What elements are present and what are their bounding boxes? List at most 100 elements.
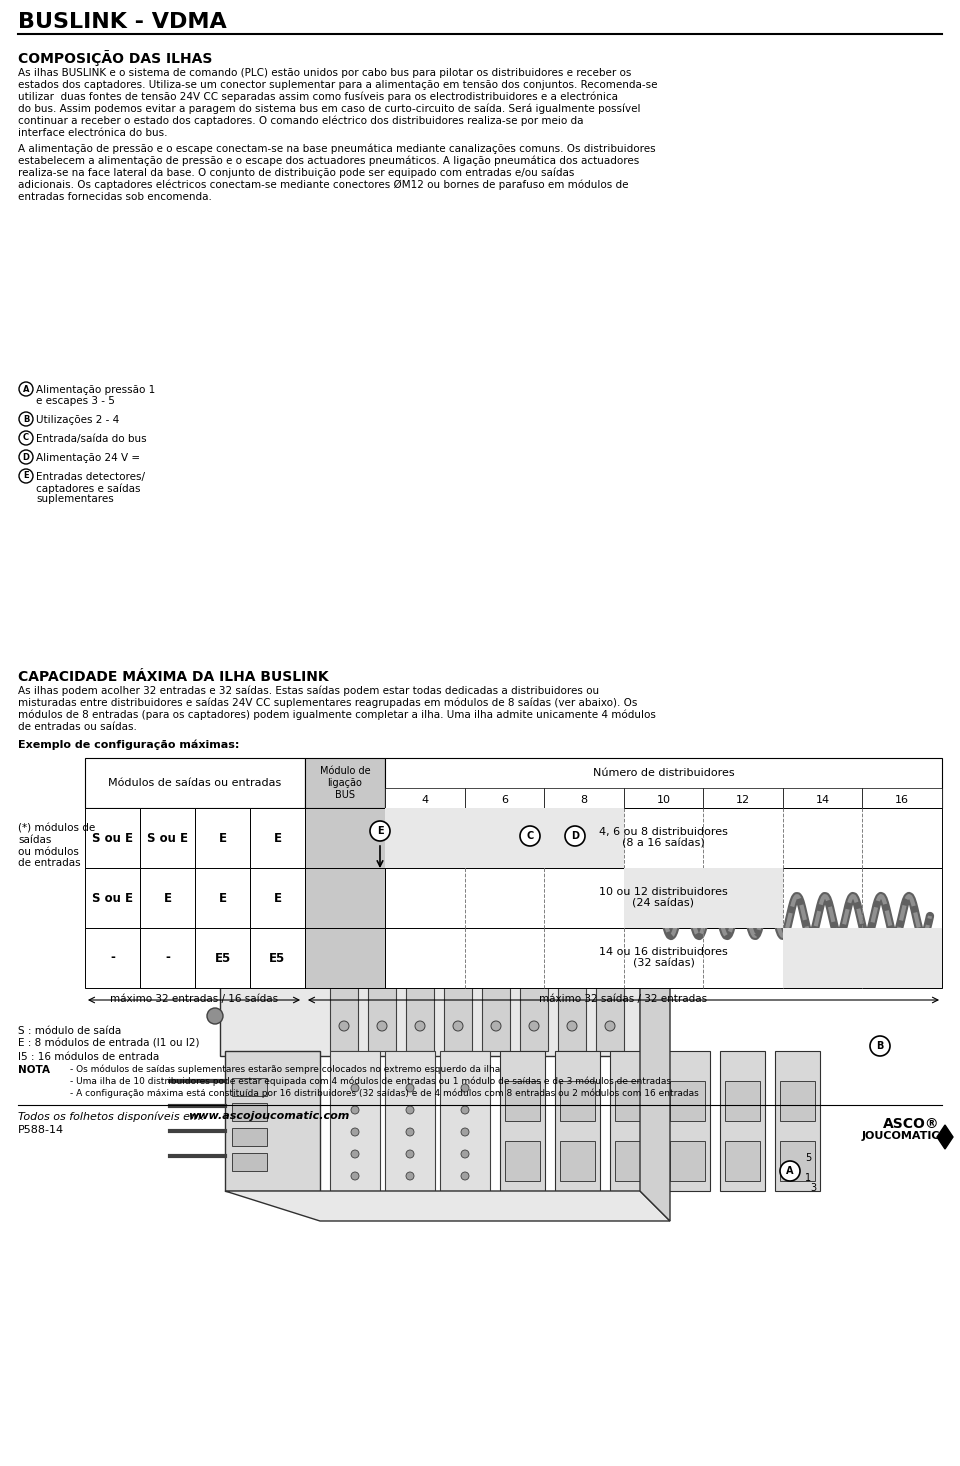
- Polygon shape: [596, 881, 624, 1051]
- Polygon shape: [937, 1124, 953, 1149]
- Text: misturadas entre distribuidores e saídas 24V CC suplementares reagrupadas em mód: misturadas entre distribuidores e saídas…: [18, 698, 637, 708]
- Circle shape: [339, 921, 349, 931]
- Text: 10 ou 12 distribuidores
(24 saídas): 10 ou 12 distribuidores (24 saídas): [599, 887, 728, 909]
- FancyBboxPatch shape: [465, 789, 544, 808]
- Circle shape: [351, 1127, 359, 1136]
- Circle shape: [370, 821, 390, 841]
- Text: 16: 16: [896, 795, 909, 805]
- FancyBboxPatch shape: [305, 928, 385, 988]
- Circle shape: [351, 1171, 359, 1180]
- Polygon shape: [720, 1051, 765, 1190]
- FancyBboxPatch shape: [85, 758, 305, 808]
- Text: B: B: [876, 1041, 884, 1051]
- Circle shape: [415, 921, 425, 931]
- Circle shape: [339, 970, 349, 981]
- Text: 12: 12: [736, 795, 750, 805]
- Text: entradas fornecidas sob encomenda.: entradas fornecidas sob encomenda.: [18, 192, 212, 202]
- Text: CAPACIDADE MÁXIMA DA ILHA BUSLINK: CAPACIDADE MÁXIMA DA ILHA BUSLINK: [18, 670, 328, 685]
- Bar: [505, 1080, 540, 1121]
- Circle shape: [19, 412, 33, 427]
- FancyBboxPatch shape: [85, 868, 140, 928]
- Circle shape: [406, 1171, 414, 1180]
- Text: Número de distribuidores: Número de distribuidores: [592, 768, 734, 778]
- Circle shape: [567, 921, 577, 931]
- Text: 3: 3: [810, 1183, 816, 1193]
- Polygon shape: [520, 881, 548, 1051]
- Circle shape: [377, 970, 387, 981]
- Text: interface electrónica do bus.: interface electrónica do bus.: [18, 128, 167, 138]
- FancyBboxPatch shape: [544, 789, 624, 808]
- Text: 5: 5: [805, 1152, 811, 1163]
- Text: S ou E: S ou E: [92, 831, 133, 844]
- Text: E: E: [23, 472, 29, 481]
- Bar: [725, 1141, 760, 1182]
- Text: módulos de 8 entradas (para os captadores) podem igualmente completar a ilha. Um: módulos de 8 entradas (para os captadore…: [18, 710, 656, 720]
- Circle shape: [339, 1020, 349, 1031]
- Text: do bus. Assim podemos evitar a paragem do sistema bus em caso de curto-circuito : do bus. Assim podemos evitar a paragem d…: [18, 104, 640, 114]
- Text: estabelecem a alimentação de pressão e o escape dos actuadores pneumáticos. A li: estabelecem a alimentação de pressão e o…: [18, 155, 639, 167]
- Bar: [232, 1127, 267, 1146]
- Polygon shape: [225, 1051, 320, 1190]
- Circle shape: [207, 928, 223, 944]
- Polygon shape: [330, 1051, 380, 1190]
- Circle shape: [453, 921, 463, 931]
- Text: captadores e saídas: captadores e saídas: [36, 482, 140, 494]
- Circle shape: [565, 825, 585, 846]
- Text: A: A: [786, 1165, 794, 1176]
- FancyBboxPatch shape: [195, 928, 250, 988]
- Circle shape: [461, 1171, 469, 1180]
- Text: Alimentação 24 V =: Alimentação 24 V =: [36, 453, 140, 463]
- Circle shape: [461, 1083, 469, 1092]
- Text: 8: 8: [581, 795, 588, 805]
- FancyBboxPatch shape: [305, 808, 385, 868]
- Circle shape: [605, 921, 615, 931]
- Text: 10: 10: [657, 795, 670, 805]
- Bar: [560, 1080, 595, 1121]
- Circle shape: [415, 970, 425, 981]
- FancyBboxPatch shape: [624, 868, 782, 928]
- Text: I5 : 16 módulos de entrada: I5 : 16 módulos de entrada: [18, 1053, 159, 1061]
- Circle shape: [461, 1127, 469, 1136]
- Circle shape: [567, 1020, 577, 1031]
- Text: C: C: [23, 434, 29, 443]
- Circle shape: [351, 1149, 359, 1158]
- FancyBboxPatch shape: [385, 868, 942, 928]
- Text: ASCO®: ASCO®: [883, 1117, 940, 1130]
- Text: E: E: [219, 891, 227, 905]
- Circle shape: [377, 1020, 387, 1031]
- Text: Alimentação pressão 1: Alimentação pressão 1: [36, 386, 156, 394]
- Text: -: -: [165, 951, 170, 965]
- Circle shape: [19, 450, 33, 465]
- Text: - Os módulos de saídas suplementares estarão sempre colocados no extremo esquerd: - Os módulos de saídas suplementares est…: [70, 1064, 500, 1075]
- Circle shape: [415, 1020, 425, 1031]
- Circle shape: [406, 1105, 414, 1114]
- FancyBboxPatch shape: [704, 789, 782, 808]
- Text: E5: E5: [214, 951, 230, 965]
- Polygon shape: [220, 877, 640, 1056]
- Text: -: -: [110, 951, 115, 965]
- Text: (*) módulos de
saídas
ou módulos
de entradas: (*) módulos de saídas ou módulos de entr…: [18, 824, 95, 868]
- Circle shape: [605, 970, 615, 981]
- Bar: [232, 1078, 267, 1097]
- Bar: [505, 1141, 540, 1182]
- FancyBboxPatch shape: [250, 928, 305, 988]
- Circle shape: [207, 1009, 223, 1023]
- FancyBboxPatch shape: [85, 928, 140, 988]
- Text: A: A: [23, 384, 29, 393]
- FancyBboxPatch shape: [250, 868, 305, 928]
- Polygon shape: [385, 1051, 435, 1190]
- Circle shape: [605, 1020, 615, 1031]
- Text: Todos os folhetos disponíveis em:: Todos os folhetos disponíveis em:: [18, 1111, 208, 1121]
- Text: Utilizações 2 - 4: Utilizações 2 - 4: [36, 415, 119, 425]
- Text: - A configuração máxima está constituída por 16 distribuidores (32 saídas) e de : - A configuração máxima está constituída…: [70, 1089, 699, 1098]
- FancyBboxPatch shape: [624, 789, 704, 808]
- FancyBboxPatch shape: [385, 758, 942, 808]
- Bar: [615, 1080, 650, 1121]
- FancyBboxPatch shape: [385, 808, 624, 868]
- Circle shape: [529, 970, 539, 981]
- FancyBboxPatch shape: [385, 928, 942, 988]
- Bar: [725, 1080, 760, 1121]
- Text: A alimentação de pressão e o escape conectam-se na base pneumática mediante cana: A alimentação de pressão e o escape cone…: [18, 144, 656, 154]
- Text: E: E: [376, 825, 383, 836]
- Circle shape: [406, 1127, 414, 1136]
